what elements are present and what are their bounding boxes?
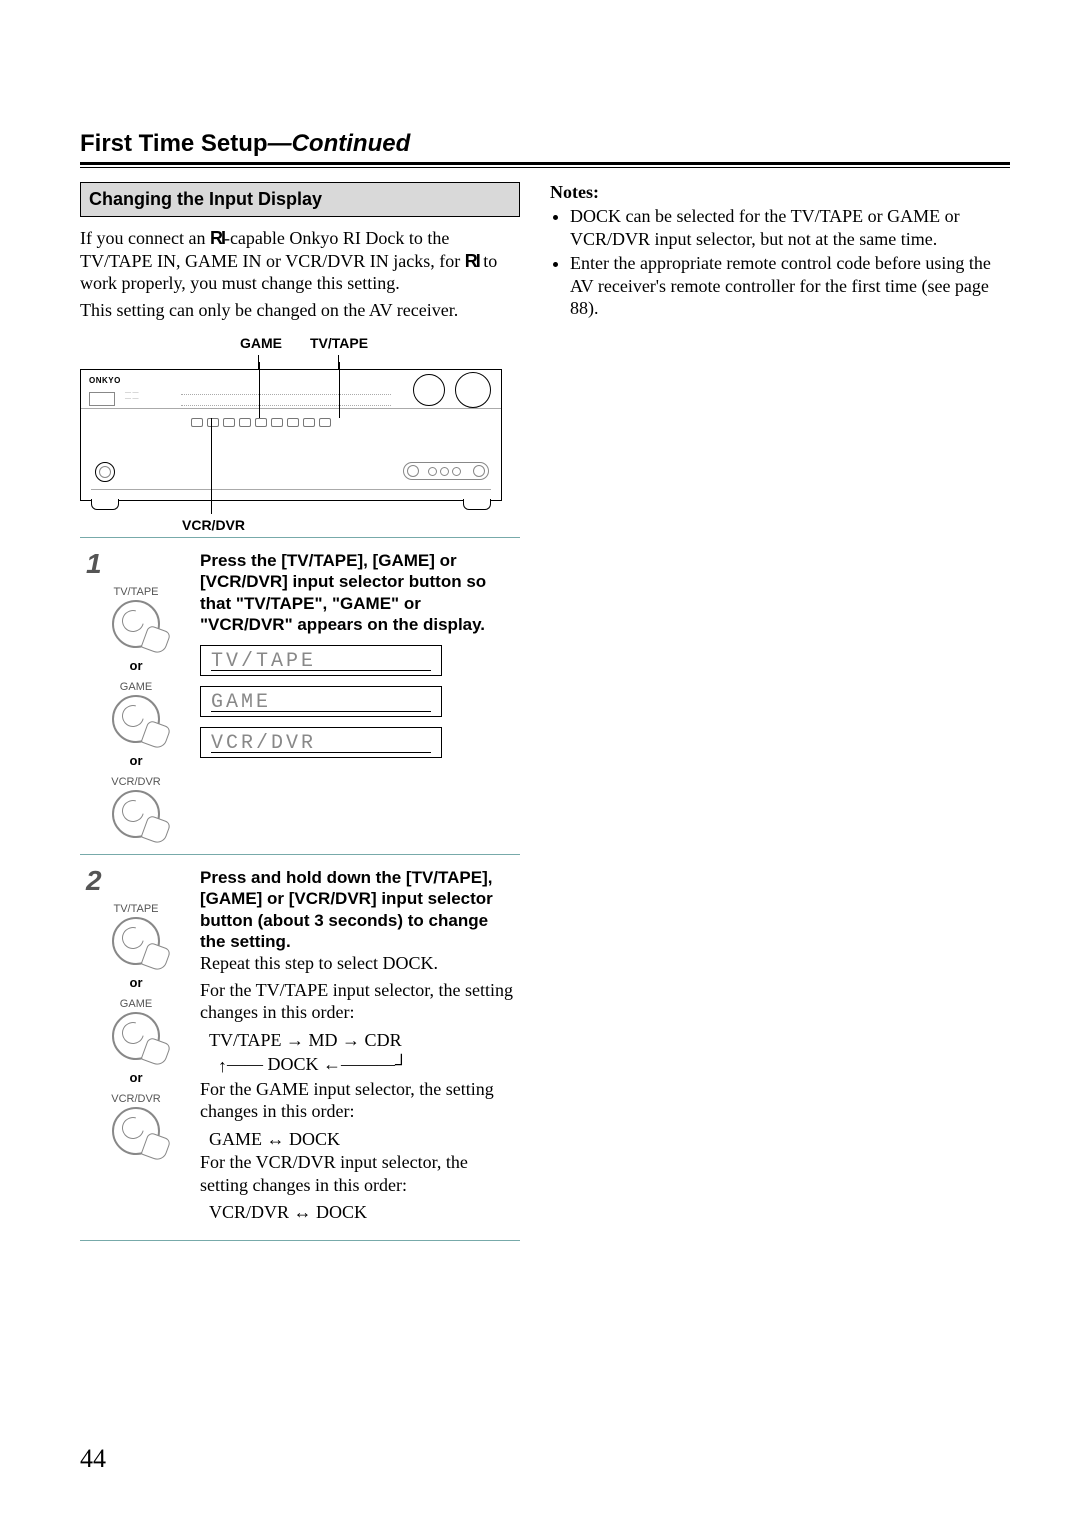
step-2: 2 TV/TAPE or GAME or VCR/DVR Press and h… [80,855,520,1241]
ri-icon: RI [465,251,479,271]
step-2-body4: For the VCR/DVR input selector, the sett… [200,1151,514,1196]
flow-1-text: TV/TAPE → MD → CDR [209,1030,402,1050]
label-vcrdvr: VCR/DVR [182,517,245,533]
intro-para-2: This setting can only be changed on the … [80,299,520,322]
btn-label-vcrdvr: VCR/DVR [86,776,186,788]
step-2-body1: Repeat this step to select DOCK. [200,952,514,975]
btn-label-tvtape: TV/TAPE [86,586,186,598]
step-2-body3: For the GAME input selector, the setting… [200,1078,514,1123]
btn-label-vcrdvr: VCR/DVR [86,1093,186,1105]
press-icon [112,917,160,965]
step-2-instruction: Press and hold down the [TV/TAPE], [GAME… [200,867,514,952]
title-rule [80,162,1010,168]
press-icon [112,790,160,838]
notes-heading: Notes: [550,182,1010,203]
note-item: Enter the appropriate remote control cod… [570,252,1010,320]
or-text: or [86,753,186,768]
flow-1b-text: DOCK [268,1054,319,1074]
section-title: First Time Setup—Continued [80,130,1010,158]
ri-icon: RI [210,228,224,248]
intro-1a: If you connect an [80,228,210,248]
step-1: 1 TV/TAPE or GAME or VCR/DVR Press the [… [80,537,520,855]
or-text: or [86,975,186,990]
btn-label-game: GAME [86,681,186,693]
notes-list: DOCK can be selected for the TV/TAPE or … [550,205,1010,320]
press-icon [112,1012,160,1060]
flow-3: VCR/DVR ↔ DOCK [200,1200,514,1224]
step-1-num: 1 [86,550,186,578]
lcd-display: TV/TAPE [200,645,442,676]
step-2-num: 2 [86,867,186,895]
intro-para-1: If you connect an RI-capable Onkyo RI Do… [80,227,520,295]
brand-label: ONKYO [89,376,121,385]
return-arrow-icon: ↑ [218,1054,227,1078]
lcd-display: VCR/DVR [200,727,442,758]
flow-2-text: GAME ↔ DOCK [209,1129,340,1149]
title-main: First Time Setup [80,130,268,157]
subsection-heading: Changing the Input Display [80,182,520,217]
receiver-diagram: GAME TV/TAPE ONKYO — —— — [80,335,520,527]
label-game: GAME [240,335,282,351]
btn-label-game: GAME [86,998,186,1010]
press-icon [112,695,160,743]
title-cont: —Continued [268,130,411,157]
flow-3-text: VCR/DVR ↔ DOCK [209,1202,367,1222]
or-text: or [86,1070,186,1085]
step-1-instruction: Press the [TV/TAPE], [GAME] or [VCR/DVR]… [200,550,514,635]
press-icon [112,1107,160,1155]
flow-2: GAME ↔ DOCK [200,1127,514,1151]
label-tvtape: TV/TAPE [310,335,368,351]
flow-1: TV/TAPE → MD → CDR ↑—— DOCK ←———┘ [200,1028,514,1078]
step-2-body2: For the TV/TAPE input selector, the sett… [200,979,514,1024]
btn-label-tvtape: TV/TAPE [86,903,186,915]
note-item: DOCK can be selected for the TV/TAPE or … [570,205,1010,250]
or-text: or [86,658,186,673]
lcd-display: GAME [200,686,442,717]
page-number: 44 [80,1444,106,1474]
press-icon [112,600,160,648]
receiver-box: ONKYO — —— — [80,369,502,501]
